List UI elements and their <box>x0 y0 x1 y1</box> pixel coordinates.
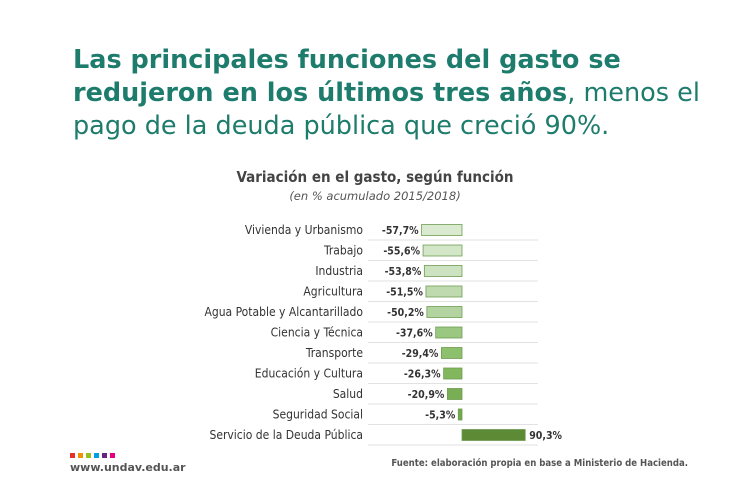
category-label: Vivienda y Urbanismo <box>245 223 364 237</box>
value-label: -50,2% <box>387 307 424 319</box>
logo-square <box>102 453 107 458</box>
logo-square <box>86 453 91 458</box>
chart-title: Variación en el gasto, según función <box>236 168 514 186</box>
source-note: Fuente: elaboración propia en base a Min… <box>391 458 688 469</box>
value-label: -55,6% <box>383 246 420 258</box>
chart-subtitle: (en % acumulado 2015/2018) <box>289 189 461 203</box>
value-label: 90,3% <box>529 430 562 442</box>
value-label: -57,7% <box>382 225 419 237</box>
logo-square <box>94 453 99 458</box>
value-label: -26,3% <box>404 369 441 381</box>
value-label: -53,8% <box>385 266 422 278</box>
bar <box>446 388 463 400</box>
value-label: -20,9% <box>408 389 445 401</box>
headline: Las principales funciones del gasto se r… <box>73 44 733 143</box>
bar <box>461 429 526 441</box>
bar <box>443 367 463 380</box>
category-label: Ciencia y Técnica <box>271 326 363 340</box>
category-label: Industria <box>315 264 363 278</box>
bar <box>423 265 463 277</box>
headline-bold: Las principales funciones del gasto se r… <box>73 45 621 108</box>
category-label: Trabajo <box>323 244 363 258</box>
bar <box>435 326 463 339</box>
value-label: -5,3% <box>425 410 456 422</box>
bar <box>441 347 463 359</box>
bar <box>457 408 463 421</box>
undav-logo <box>70 453 115 458</box>
logo-square <box>78 453 83 458</box>
category-label: Servicio de la Deuda Pública <box>209 428 363 442</box>
category-label: Agricultura <box>303 285 363 299</box>
website-link[interactable]: www.undav.edu.ar <box>70 461 186 474</box>
category-label: Salud <box>333 387 363 401</box>
logo-square <box>110 453 115 458</box>
category-label: Seguridad Social <box>273 408 363 422</box>
value-label: -29,4% <box>402 348 439 360</box>
value-label: -51,5% <box>386 287 423 299</box>
logo-square <box>70 453 75 458</box>
bar <box>425 285 463 298</box>
category-label: Agua Potable y Alcantarillado <box>204 305 363 319</box>
category-label: Educación y Cultura <box>255 367 363 381</box>
bar <box>422 244 463 257</box>
category-label: Transporte <box>305 346 363 360</box>
value-label: -37,6% <box>396 328 433 340</box>
headline-light: , menos el pago de la deuda pública que … <box>73 78 700 141</box>
bar <box>426 306 463 318</box>
bar <box>421 224 463 236</box>
